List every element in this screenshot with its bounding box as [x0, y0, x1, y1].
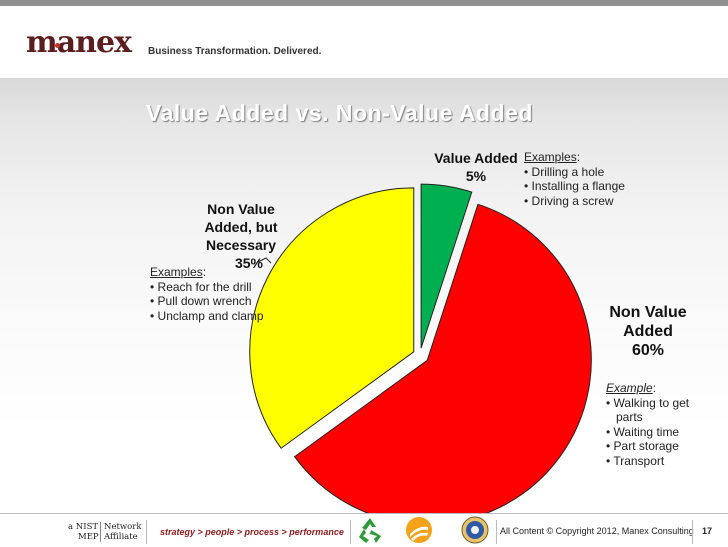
- nist-right-1: Network: [104, 522, 142, 532]
- list-item: • Waiting time: [606, 424, 680, 439]
- examples-nva-heading: Example: [606, 381, 653, 395]
- top-bar: [0, 0, 728, 6]
- label-non-value-line1: Non Value: [609, 304, 687, 321]
- label-non-value-added: Non Value Added 60%: [598, 303, 698, 360]
- nist-mep-logo: a NIST MEP Network Affiliate: [68, 522, 142, 542]
- header: [0, 6, 728, 78]
- examples-nec-heading: Examples: [150, 265, 203, 279]
- logo-dot-icon: [55, 43, 60, 48]
- list-item: • Unclamp and clamp: [150, 308, 264, 323]
- nist-right: Network Affiliate: [100, 522, 142, 542]
- pie-slice-non-value-added: [293, 203, 592, 525]
- divider: [350, 520, 351, 544]
- label-non-value-pct: 60%: [631, 342, 665, 359]
- list-item: • Pull down wrench: [150, 294, 252, 308]
- divider: [496, 520, 497, 544]
- government-seal-icon: [461, 516, 489, 544]
- list-item: • Walking to get: [606, 395, 690, 410]
- label-non-value-line2: Added: [623, 323, 673, 340]
- examples-necessary: Examples: • Reach for the drill • Pull d…: [150, 265, 264, 323]
- list-item: parts: [616, 410, 643, 424]
- examples-non-value: Example: • Walking to get parts • Waitin…: [606, 381, 690, 468]
- label-necessary-pct: 35%: [234, 255, 264, 271]
- label-necessary-line3: Necessary: [205, 237, 277, 253]
- list-item: • Installing a flange: [524, 179, 625, 193]
- label-necessary: Non Value Added, but Necessary 35%: [196, 200, 286, 272]
- label-necessary-line2: Added, but: [204, 219, 278, 235]
- slide-title: Value Added vs. Non-Value Added: [146, 100, 533, 126]
- label-value-added-text: Value Added: [434, 150, 518, 166]
- examples-value-added: Examples: • Drilling a hole • Installing…: [524, 150, 625, 208]
- sun-logo-icon: [406, 517, 432, 543]
- label-necessary-line1: Non Value: [207, 201, 275, 217]
- manex-logo: manex: [26, 25, 132, 60]
- pie-slice-value-added: [420, 183, 473, 349]
- pie-slice-necessary: [249, 187, 415, 449]
- examples-va-heading: Examples: [524, 150, 577, 164]
- list-item: • Reach for the drill: [150, 279, 252, 294]
- label-value-added: Value Added 5%: [430, 149, 522, 185]
- divider: [692, 520, 693, 544]
- nist-left-2: MEP: [78, 532, 99, 542]
- label-value-added-pct: 5%: [465, 168, 487, 184]
- list-item: • Drilling a hole: [524, 164, 605, 179]
- recycle-icon: [359, 518, 381, 543]
- divider: [146, 520, 147, 544]
- nist-right-2: Affiliate: [104, 532, 138, 542]
- footer-slogan: strategy > people > process > performanc…: [160, 527, 344, 537]
- page-number: 17: [702, 526, 713, 536]
- list-item: • Part storage: [606, 439, 679, 453]
- nist-left-1: a NIST: [68, 522, 99, 532]
- list-item: • Driving a screw: [524, 193, 614, 208]
- list-item: • Transport: [606, 453, 665, 468]
- leader-line-35: [257, 257, 272, 264]
- tagline: Business Transformation. Delivered.: [148, 46, 322, 57]
- copyright-text: All Content © Copyright 2012, Manex Cons…: [500, 526, 694, 536]
